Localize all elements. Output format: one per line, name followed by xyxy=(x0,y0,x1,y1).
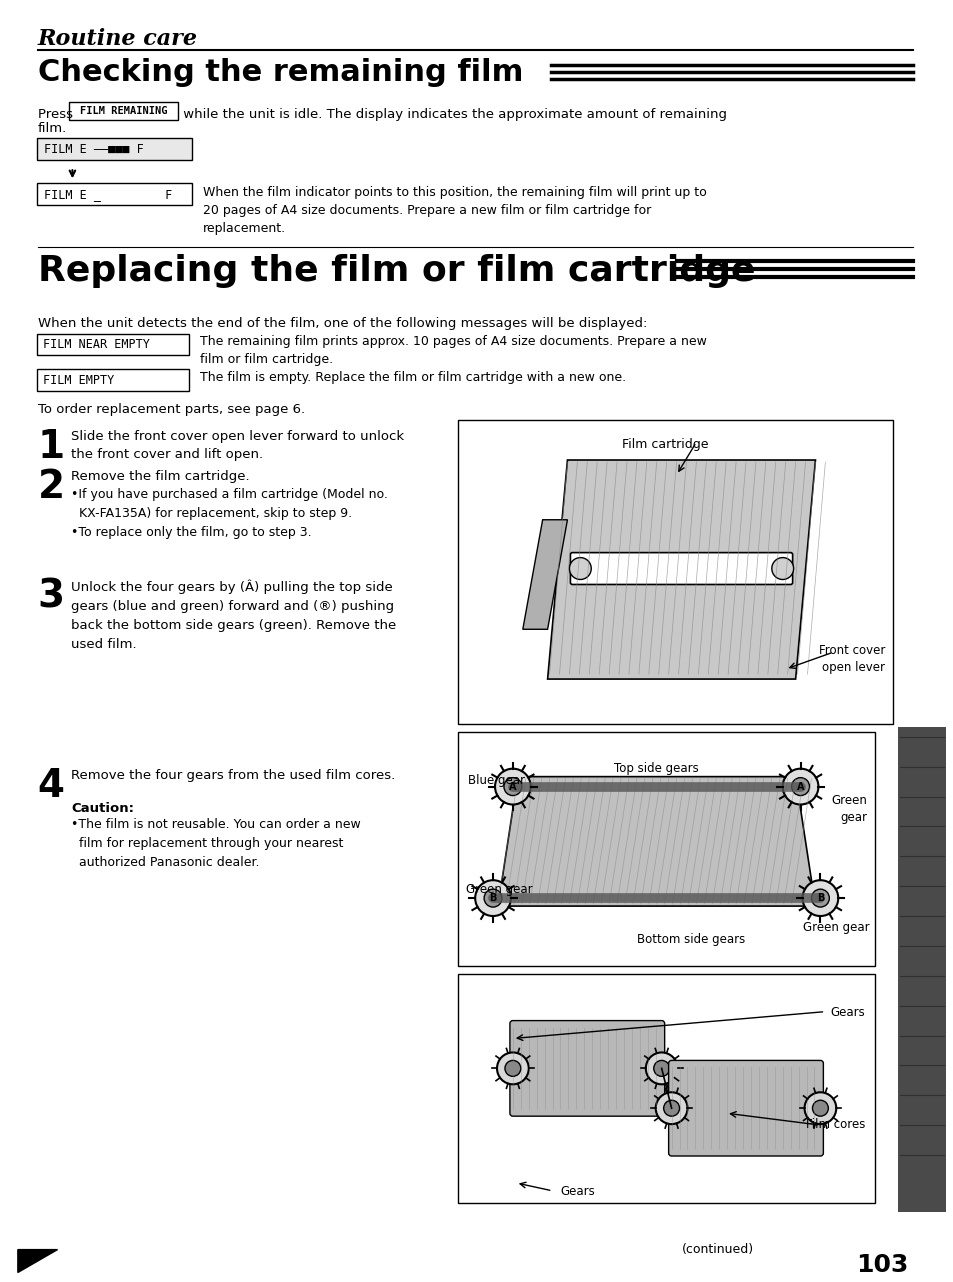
Text: Remove the four gears from the used film cores.: Remove the four gears from the used film… xyxy=(71,769,395,782)
FancyBboxPatch shape xyxy=(36,183,193,205)
Text: A: A xyxy=(796,782,803,791)
Text: 1: 1 xyxy=(38,428,65,467)
Circle shape xyxy=(653,1060,669,1077)
Polygon shape xyxy=(18,1250,57,1273)
Text: film.: film. xyxy=(38,123,67,136)
FancyBboxPatch shape xyxy=(36,138,193,160)
FancyBboxPatch shape xyxy=(457,420,892,724)
FancyBboxPatch shape xyxy=(457,732,874,965)
Circle shape xyxy=(803,1092,836,1124)
Text: while the unit is idle. The display indicates the approximate amount of remainin: while the unit is idle. The display indi… xyxy=(178,108,726,121)
Text: To order replacement parts, see page 6.: To order replacement parts, see page 6. xyxy=(38,404,305,417)
Text: FILM NEAR EMPTY: FILM NEAR EMPTY xyxy=(43,338,150,351)
Text: 103: 103 xyxy=(856,1253,908,1277)
Circle shape xyxy=(497,1053,528,1085)
FancyBboxPatch shape xyxy=(36,333,190,355)
Text: Press: Press xyxy=(38,108,77,121)
Circle shape xyxy=(504,1060,520,1077)
Text: Green
gear: Green gear xyxy=(830,794,866,823)
Text: The remaining film prints approx. 10 pages of A4 size documents. Prepare a new
f: The remaining film prints approx. 10 pag… xyxy=(200,335,706,365)
FancyBboxPatch shape xyxy=(897,727,945,1211)
FancyBboxPatch shape xyxy=(509,1020,664,1117)
Polygon shape xyxy=(497,777,815,906)
Text: Front cover
open lever: Front cover open lever xyxy=(818,645,884,674)
Text: When the unit detects the end of the film, one of the following messages will be: When the unit detects the end of the fil… xyxy=(38,317,646,329)
Text: Blue gear: Blue gear xyxy=(468,773,525,787)
Circle shape xyxy=(483,890,501,908)
Circle shape xyxy=(801,881,838,917)
Text: Replacing the film or film cartridge: Replacing the film or film cartridge xyxy=(38,254,755,288)
Circle shape xyxy=(495,769,530,805)
Text: Green gear: Green gear xyxy=(802,920,869,935)
Text: FILM REMAINING: FILM REMAINING xyxy=(80,106,167,115)
Circle shape xyxy=(791,778,809,796)
Text: Bottom side gears: Bottom side gears xyxy=(637,933,744,946)
Text: FILM E ——■■■ F: FILM E ——■■■ F xyxy=(44,142,143,156)
Text: •The film is not reusable. You can order a new
  film for replacement through yo: •The film is not reusable. You can order… xyxy=(71,818,361,869)
Text: Caution:: Caution: xyxy=(71,801,134,814)
Polygon shape xyxy=(522,519,567,629)
Text: Green gear: Green gear xyxy=(466,883,533,896)
Text: B: B xyxy=(489,894,497,903)
Text: When the film indicator points to this position, the remaining film will print u: When the film indicator points to this p… xyxy=(203,186,706,235)
Text: Checking the remaining film: Checking the remaining film xyxy=(38,58,522,87)
Circle shape xyxy=(655,1092,687,1124)
Circle shape xyxy=(503,778,521,796)
Circle shape xyxy=(771,558,793,579)
Text: Remove the film cartridge.: Remove the film cartridge. xyxy=(71,470,250,483)
FancyBboxPatch shape xyxy=(570,553,792,585)
Text: Top side gears: Top side gears xyxy=(614,762,699,774)
FancyBboxPatch shape xyxy=(36,369,190,391)
Circle shape xyxy=(812,1100,827,1117)
Text: Slide the front cover open lever forward to unlock
the front cover and lift open: Slide the front cover open lever forward… xyxy=(71,431,404,462)
FancyBboxPatch shape xyxy=(457,974,874,1203)
Circle shape xyxy=(811,890,828,908)
Text: Film cartridge: Film cartridge xyxy=(621,438,708,451)
Text: 4: 4 xyxy=(38,767,65,805)
FancyBboxPatch shape xyxy=(668,1060,822,1156)
FancyBboxPatch shape xyxy=(69,103,178,121)
Text: 2: 2 xyxy=(38,468,65,506)
Text: FILM EMPTY: FILM EMPTY xyxy=(43,374,113,387)
Circle shape xyxy=(781,769,818,805)
Text: Unlock the four gears by (Â) pulling the top side
gears (blue and green) forward: Unlock the four gears by (Â) pulling the… xyxy=(71,579,396,651)
Text: B: B xyxy=(816,894,823,903)
Text: •If you have purchased a film cartridge (Model no.
  KX-FA135A) for replacement,: •If you have purchased a film cartridge … xyxy=(71,488,388,538)
Text: Gears: Gears xyxy=(559,1185,594,1197)
Circle shape xyxy=(475,881,511,917)
Text: (continued): (continued) xyxy=(681,1242,753,1255)
Text: FILM E _         F: FILM E _ F xyxy=(44,187,172,201)
Circle shape xyxy=(569,558,591,579)
Text: Routine care: Routine care xyxy=(38,28,197,50)
Polygon shape xyxy=(547,460,815,679)
Text: A: A xyxy=(509,782,517,791)
Circle shape xyxy=(663,1100,679,1117)
Text: 3: 3 xyxy=(38,577,65,615)
Text: Gears: Gears xyxy=(829,1005,864,1019)
Text: Film cores: Film cores xyxy=(805,1118,864,1131)
Circle shape xyxy=(645,1053,677,1085)
Text: The film is empty. Replace the film or film cartridge with a new one.: The film is empty. Replace the film or f… xyxy=(200,372,626,385)
